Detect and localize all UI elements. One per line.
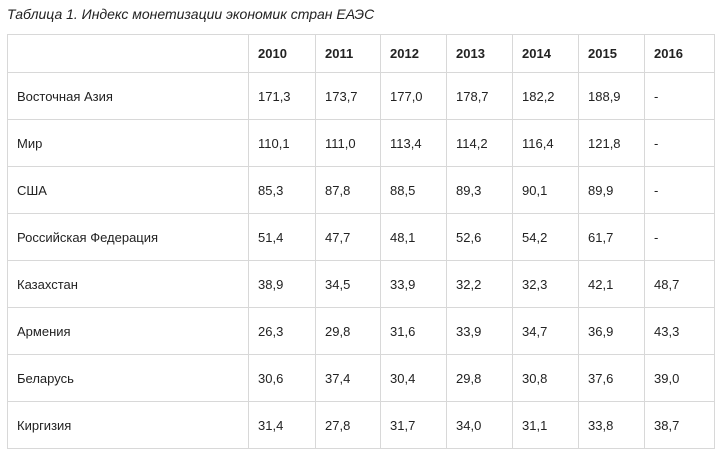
value-cell: 30,4 — [380, 354, 447, 402]
table-row: США 85,3 87,8 88,5 89,3 90,1 89,9- — [7, 166, 715, 214]
row-label-cell: Российская Федерация — [7, 213, 249, 261]
value-cell: 34,5 — [315, 260, 381, 308]
table-row: Восточная Азия 171,3 173,7 177,0 178,7 182,2 1… — [7, 72, 715, 120]
value-cell: 89,3 — [446, 166, 513, 214]
value-cell: 48,1 — [380, 213, 447, 261]
header-cell-year: 2015 — [578, 34, 645, 73]
value-cell: 47,7 — [315, 213, 381, 261]
value-cell: 110,1 — [248, 119, 316, 167]
header-cell-year: 2010 — [248, 34, 316, 73]
table-header-row: 2010 2011 2012 2013 2014 2015 2016 — [7, 34, 715, 73]
value-cell: 116,4 — [512, 119, 579, 167]
data-table-container: 2010 2011 2012 2013 2014 2015 2016 Восто… — [7, 34, 715, 449]
value-cell: 182,2 — [512, 72, 579, 120]
value-cell: 90,1 — [512, 166, 579, 214]
value-cell: - — [644, 213, 715, 261]
value-cell: 43,3 — [644, 307, 715, 355]
value-cell: 178,7 — [446, 72, 513, 120]
value-cell: 31,1 — [512, 401, 579, 449]
value-cell: 52,6 — [446, 213, 513, 261]
header-cell-year: 2014 — [512, 34, 579, 73]
value-cell: 37,4 — [315, 354, 381, 402]
value-cell: 29,8 — [315, 307, 381, 355]
row-label-cell: Армения — [7, 307, 249, 355]
value-cell: 113,4 — [380, 119, 447, 167]
row-label-cell: Киргизия — [7, 401, 249, 449]
row-label-cell: Мир — [7, 119, 249, 167]
value-cell: 31,6 — [380, 307, 447, 355]
value-cell: 33,8 — [578, 401, 645, 449]
value-cell: 31,4 — [248, 401, 316, 449]
value-cell: 61,7 — [578, 213, 645, 261]
row-label-cell: Беларусь — [7, 354, 249, 402]
value-cell: 114,2 — [446, 119, 513, 167]
value-cell: 33,9 — [380, 260, 447, 308]
value-cell: 54,2 — [512, 213, 579, 261]
table-row: Киргизия 31,4 27,8 31,7 34,0 31,1 33,8 38,7 — [7, 401, 715, 449]
value-cell: 39,0 — [644, 354, 715, 402]
value-cell: 26,3 — [248, 307, 316, 355]
table-caption: Таблица 1. Индекс монетизации экономик с… — [7, 6, 375, 22]
value-cell: 32,3 — [512, 260, 579, 308]
row-label-cell: Восточная Азия — [7, 72, 249, 120]
monetization-table: 2010 2011 2012 2013 2014 2015 2016 Восто… — [7, 34, 715, 449]
value-cell: 87,8 — [315, 166, 381, 214]
header-cell-empty — [7, 34, 249, 73]
table-row: Казахстан 38,9 34,5 33,9 32,2 32,3 42,1 48,7 — [7, 260, 715, 308]
value-cell: 33,9 — [446, 307, 513, 355]
header-cell-year: 2012 — [380, 34, 447, 73]
value-cell: 89,9 — [578, 166, 645, 214]
value-cell: 34,0 — [446, 401, 513, 449]
value-cell: 27,8 — [315, 401, 381, 449]
value-cell: 34,7 — [512, 307, 579, 355]
table-row: Беларусь 30,6 37,4 30,4 29,8 30,8 37,6 39,0 — [7, 354, 715, 402]
value-cell: 36,9 — [578, 307, 645, 355]
value-cell: 42,1 — [578, 260, 645, 308]
header-cell-year: 2011 — [315, 34, 381, 73]
value-cell: 85,3 — [248, 166, 316, 214]
value-cell: 88,5 — [380, 166, 447, 214]
table-row: Российская Федерация 51,4 47,7 48,1 52,6 54,2… — [7, 213, 715, 261]
value-cell: 51,4 — [248, 213, 316, 261]
row-label-cell: США — [7, 166, 249, 214]
value-cell: - — [644, 166, 715, 214]
value-cell: 32,2 — [446, 260, 513, 308]
value-cell: - — [644, 72, 715, 120]
value-cell: 38,9 — [248, 260, 316, 308]
value-cell: - — [644, 119, 715, 167]
header-cell-year: 2013 — [446, 34, 513, 73]
value-cell: 173,7 — [315, 72, 381, 120]
header-cell-year: 2016 — [644, 34, 715, 73]
table-row: Мир 110,1 111,0 113,4 114,2 116,4 121,8- — [7, 119, 715, 167]
value-cell: 30,8 — [512, 354, 579, 402]
value-cell: 30,6 — [248, 354, 316, 402]
value-cell: 48,7 — [644, 260, 715, 308]
value-cell: 188,9 — [578, 72, 645, 120]
value-cell: 31,7 — [380, 401, 447, 449]
value-cell: 37,6 — [578, 354, 645, 402]
row-label-cell: Казахстан — [7, 260, 249, 308]
value-cell: 171,3 — [248, 72, 316, 120]
value-cell: 121,8 — [578, 119, 645, 167]
value-cell: 111,0 — [315, 119, 381, 167]
value-cell: 177,0 — [380, 72, 447, 120]
value-cell: 29,8 — [446, 354, 513, 402]
table-row: Армения 26,3 29,8 31,6 33,9 34,7 36,9 43,3 — [7, 307, 715, 355]
value-cell: 38,7 — [644, 401, 715, 449]
